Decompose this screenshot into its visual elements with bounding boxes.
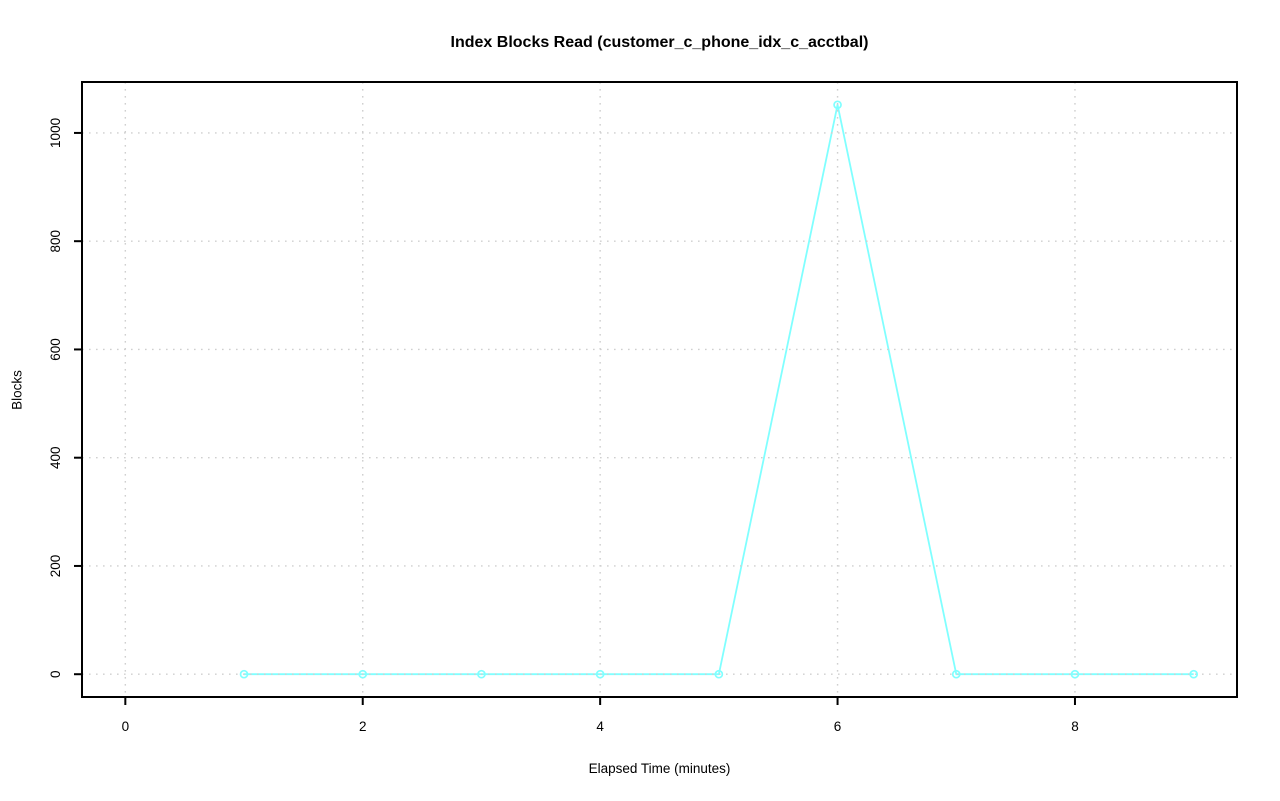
y-tick-label: 600 (48, 338, 63, 361)
data-point (714, 669, 724, 679)
series-line (244, 103, 1194, 676)
y-axis-label: Blocks (9, 370, 25, 410)
chart-title: Index Blocks Read (customer_c_phone_idx_… (450, 34, 869, 51)
data-point (239, 669, 249, 679)
y-tick-label: 400 (48, 446, 63, 469)
data-point (833, 100, 842, 110)
x-tick-label: 0 (122, 719, 130, 734)
data-point (1070, 669, 1080, 679)
data-point (477, 669, 486, 679)
x-axis-label: Elapsed Time (minutes) (588, 761, 731, 776)
x-tick-label: 8 (1071, 719, 1079, 734)
x-tick-label: 4 (596, 719, 604, 734)
y-tick-label: 0 (48, 670, 63, 678)
y-tick-label: 800 (48, 230, 63, 253)
data-point (951, 669, 961, 679)
y-tick-label: 1000 (48, 118, 63, 148)
data-point (595, 669, 605, 679)
data-point (1189, 669, 1199, 679)
plot-box (81, 81, 1238, 698)
x-tick-label: 2 (359, 719, 367, 734)
x-tick-label: 6 (834, 719, 842, 734)
y-tick-label: 200 (48, 555, 63, 578)
data-point (358, 669, 368, 679)
